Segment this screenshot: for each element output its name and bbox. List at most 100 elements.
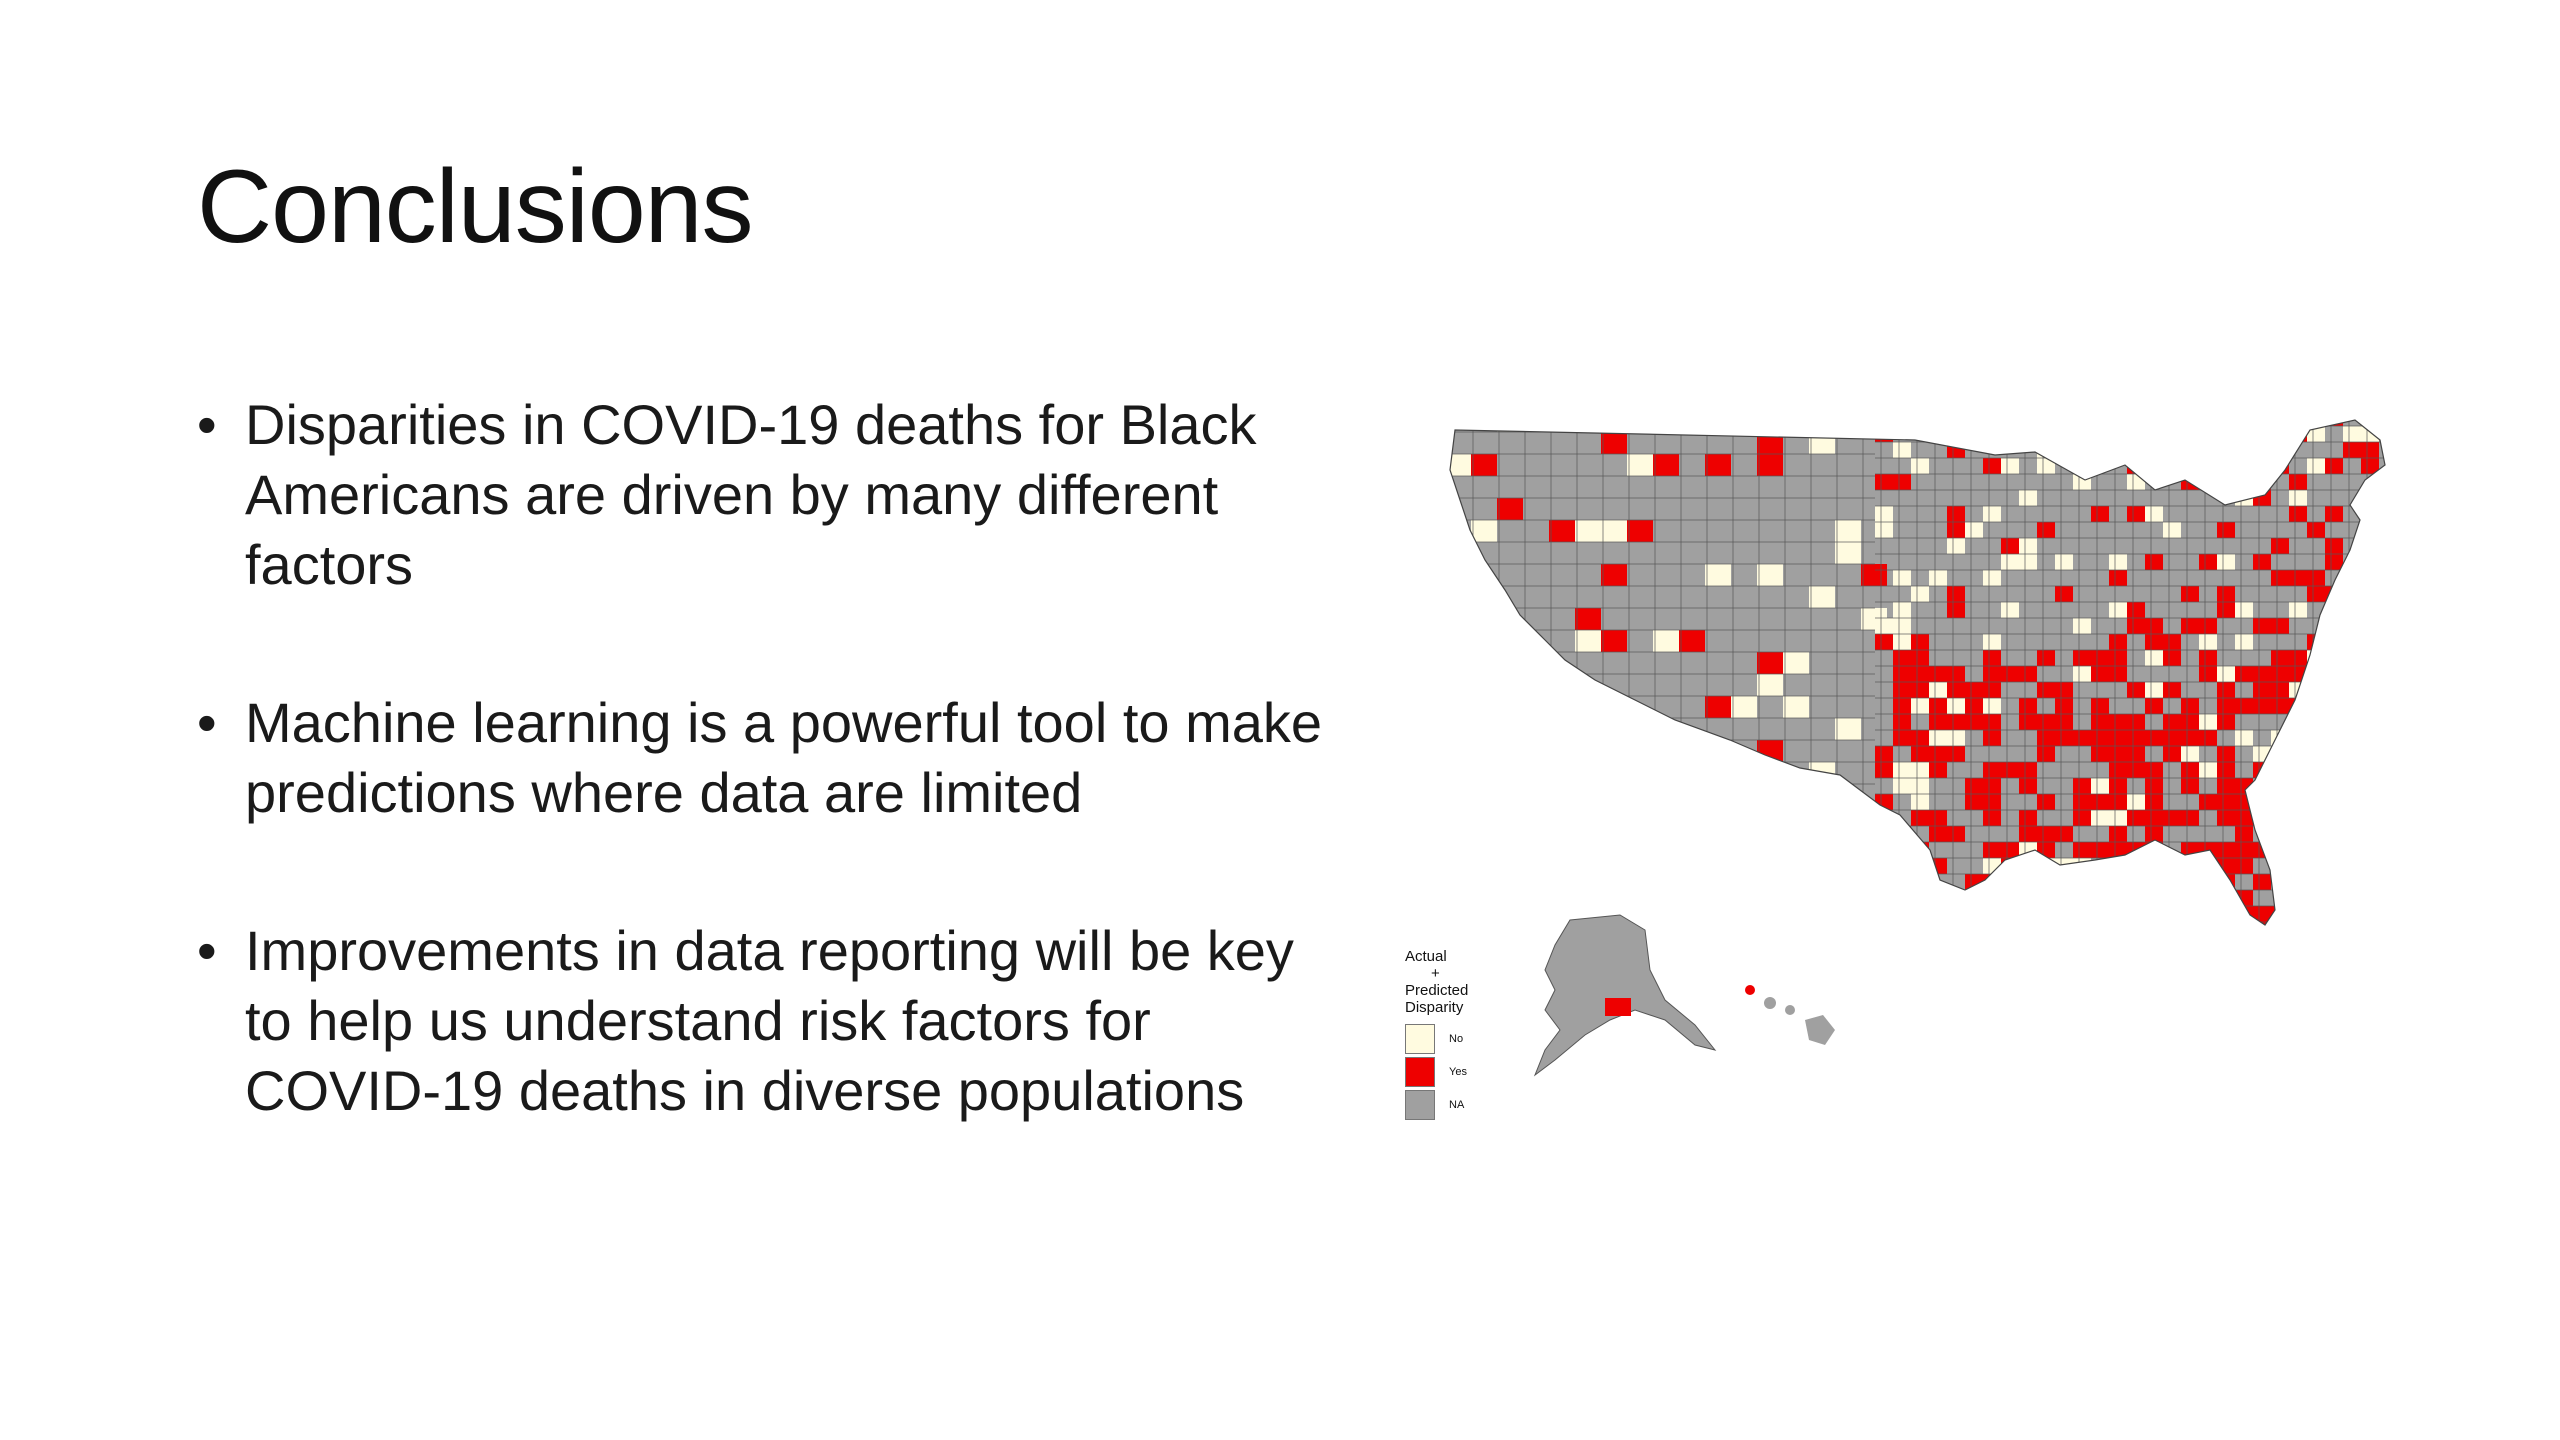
county-region [1549, 806, 1575, 828]
county-region [2145, 842, 2163, 858]
county-region [2127, 858, 2145, 874]
county-region [2343, 906, 2361, 922]
county-region [2289, 420, 2307, 426]
county-region [2379, 618, 2385, 634]
county-region [2127, 906, 2145, 922]
county-region [2055, 922, 2073, 925]
county-region [1497, 420, 1523, 432]
county-region [2325, 810, 2343, 826]
bullet-text: Improvements in data reporting will be k… [245, 919, 1294, 1122]
county-region [2379, 794, 2385, 810]
legend-item-na: NA [1405, 1088, 1555, 1121]
bullet-text: Machine learning is a powerful tool to m… [245, 691, 1323, 824]
county-region [1875, 826, 1893, 842]
county-region [2379, 810, 2385, 826]
legend-swatch [1405, 1056, 1435, 1087]
county-region [2307, 682, 2325, 698]
county-region [2307, 874, 2325, 890]
county-region [1893, 858, 1911, 874]
county-region [2325, 650, 2343, 666]
county-region [2307, 420, 2325, 426]
county-region [2091, 922, 2109, 925]
county-region [2253, 922, 2271, 925]
county-region [2289, 906, 2307, 922]
county-region [2163, 858, 2181, 874]
legend-swatch [1405, 1089, 1435, 1120]
county-region [1861, 420, 1887, 432]
county-region [2379, 762, 2385, 778]
county-region [2361, 522, 2379, 538]
county-region [2361, 666, 2379, 682]
county-region [2343, 922, 2361, 925]
bullet-item: • Improvements in data reporting will be… [197, 916, 1347, 1126]
county-region [2199, 922, 2217, 925]
county-region [1893, 826, 1911, 842]
county-region [2289, 922, 2307, 925]
county-region [1549, 718, 1575, 740]
county-region [2073, 874, 2091, 890]
county-region [2217, 906, 2235, 922]
county-region [2343, 650, 2361, 666]
alaska [1533, 914, 1717, 1077]
county-region [2109, 858, 2127, 874]
county-region [2361, 698, 2379, 714]
county-region [2073, 922, 2091, 925]
county-region [1929, 906, 1947, 922]
county-region [2235, 426, 2253, 442]
county-region [2307, 762, 2325, 778]
county-region [2361, 794, 2379, 810]
county-region [2379, 490, 2385, 506]
county-region [2343, 682, 2361, 698]
county-region [1947, 426, 1965, 442]
county-region [2271, 746, 2289, 762]
county-region [2361, 826, 2379, 842]
legend-title-line: Disparity [1405, 999, 1464, 1016]
county-region [2289, 810, 2307, 826]
county-region [2217, 922, 2235, 925]
bullet-symbol: • [197, 393, 217, 456]
county-region [2343, 746, 2361, 762]
county-region [2379, 666, 2385, 682]
legend-label: Yes [1449, 1065, 1467, 1078]
county-region [2145, 922, 2163, 925]
county-region [1875, 842, 1893, 858]
county-region [2109, 906, 2127, 922]
county-region [2109, 442, 2127, 458]
county-region [2343, 666, 2361, 682]
county-region [1450, 696, 1471, 718]
county-region [2181, 890, 2199, 906]
legend-title-line: + [1431, 965, 1440, 982]
county-region [2145, 906, 2163, 922]
county-region [2343, 618, 2361, 634]
county-region [2325, 826, 2343, 842]
county-region [2343, 762, 2361, 778]
county-region [2181, 874, 2199, 890]
county-region [2253, 810, 2271, 826]
county-region [2361, 618, 2379, 634]
county-region [2253, 474, 2271, 490]
county-region [1450, 542, 1471, 564]
county-region [2361, 538, 2379, 554]
county-region [2019, 890, 2037, 906]
county-region [1875, 890, 1893, 906]
county-region [2325, 858, 2343, 874]
county-region [1911, 890, 1929, 906]
legend-label: NA [1449, 1098, 1465, 1111]
county-region [1947, 890, 1965, 906]
county-region [2199, 890, 2217, 906]
county-region [2361, 682, 2379, 698]
legend-label: No [1449, 1032, 1464, 1045]
county-region [2307, 746, 2325, 762]
county-region [2055, 890, 2073, 906]
map-legend: Actual + Predicted Disparity No Yes NA [1405, 948, 1555, 1121]
county-region [1601, 784, 1627, 806]
county-region [2379, 874, 2385, 890]
county-region [1627, 784, 1653, 806]
bullet-list: • Disparities in COVID-19 deaths for Bla… [197, 390, 1347, 1214]
us-county-map-svg [1449, 419, 2386, 1077]
county-region [2307, 714, 2325, 730]
county-region [2343, 874, 2361, 890]
county-region [2235, 420, 2253, 426]
county-region [2271, 922, 2289, 925]
